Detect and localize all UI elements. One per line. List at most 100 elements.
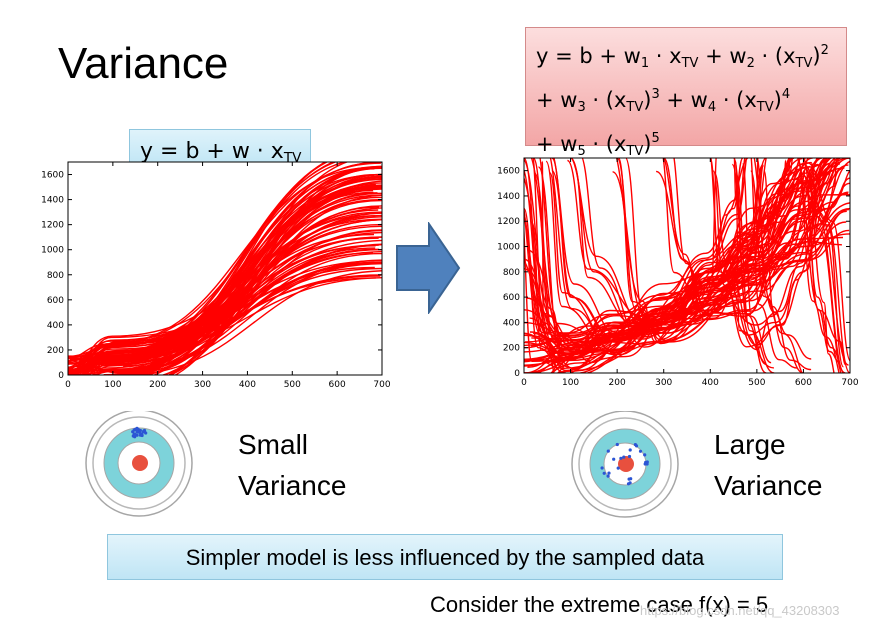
shot-dot xyxy=(622,455,626,459)
series-line xyxy=(712,162,837,351)
series-line xyxy=(129,215,376,374)
plot-frame xyxy=(523,157,851,374)
formula-superscript: 3 xyxy=(651,87,660,102)
series-line xyxy=(624,158,791,345)
formula-subscript: 5 xyxy=(577,144,586,159)
x-tick-label: 600 xyxy=(329,380,346,390)
series-line xyxy=(797,158,847,366)
series-line xyxy=(161,192,378,375)
x-tick-label: 500 xyxy=(284,380,301,390)
extreme-case-note: Consider the extreme case f(x) = 5 xyxy=(430,592,769,617)
formula-text: + w xyxy=(536,132,578,156)
series-line xyxy=(553,158,850,338)
curve-group xyxy=(68,162,382,375)
y-tick-label: 1000 xyxy=(497,243,520,253)
series-line xyxy=(68,175,382,363)
formula-text: y = b + w · x xyxy=(140,139,284,164)
series-line xyxy=(585,236,844,373)
series-line xyxy=(68,229,382,360)
series-line xyxy=(753,158,812,360)
series-line xyxy=(617,158,791,342)
y-tick-label: 1400 xyxy=(497,192,520,202)
series-line xyxy=(68,248,376,373)
formula-line-2: + w3 · (xTV)3 + w4 · (xTV)4 xyxy=(536,79,846,123)
series-line xyxy=(69,259,382,361)
formula-text: ) xyxy=(643,88,652,112)
shot-dot xyxy=(133,433,137,437)
series-line xyxy=(539,158,811,337)
formula-text: + w xyxy=(659,88,708,112)
plot-frame xyxy=(67,161,383,376)
series-line xyxy=(169,162,350,375)
y-tick-label: 1200 xyxy=(41,221,64,231)
formula-superscript: 4 xyxy=(781,87,791,102)
formula-text: + w xyxy=(536,88,578,112)
series-line xyxy=(804,166,835,373)
series-line xyxy=(68,218,382,360)
formula-line-3: + w5 · (xTV)5 xyxy=(536,123,846,167)
formula-text: · (x xyxy=(754,44,796,68)
shot-dot xyxy=(628,481,632,485)
shot-dot xyxy=(616,466,620,470)
large-variance-label: Variance xyxy=(714,470,823,501)
polynomial-model-formula: y = b + w1 · xTV + w2 · (xTV)2 + w3 · (x… xyxy=(525,27,847,159)
series-line xyxy=(79,248,380,375)
shot-dot xyxy=(606,449,610,453)
x-tick-label: 300 xyxy=(194,380,211,390)
watermark: https://blog.csdn.net/qq_43208303 xyxy=(640,603,840,618)
x-tick-label: 200 xyxy=(149,380,166,390)
formula-subscript: 3 xyxy=(577,100,586,115)
y-tick-label: 400 xyxy=(503,318,520,328)
formula-subscript: TV xyxy=(795,56,813,71)
target-icon xyxy=(571,411,679,518)
large-variance-label: Large xyxy=(714,429,786,460)
shot-dot xyxy=(638,449,643,453)
y-tick-label: 1200 xyxy=(497,217,520,227)
small-variance-label: Variance xyxy=(238,470,347,501)
series-line xyxy=(545,160,850,356)
series-line xyxy=(524,158,837,359)
x-tick-label: 400 xyxy=(702,378,719,388)
x-tick-label: 300 xyxy=(655,378,672,388)
formula-subscript: TV xyxy=(681,56,699,71)
series-line xyxy=(550,175,850,373)
target-rings xyxy=(85,411,193,517)
y-tick-label: 1400 xyxy=(41,196,64,206)
series-line xyxy=(710,158,841,326)
x-tick-label: 500 xyxy=(748,378,765,388)
series-line xyxy=(68,188,382,372)
series-line xyxy=(118,270,382,375)
conclusion-banner: Simpler model is less influenced by the … xyxy=(107,534,783,580)
shot-dot xyxy=(602,471,606,475)
series-line xyxy=(524,158,737,343)
x-tick-label: 200 xyxy=(609,378,626,388)
formula-subscript: TV xyxy=(756,100,774,115)
y-tick-label: 1600 xyxy=(497,167,520,177)
series-line xyxy=(531,158,746,347)
formula-text: · (x xyxy=(716,88,757,112)
formula-text: y = b + w xyxy=(536,44,641,68)
formula-text: ) xyxy=(812,44,821,68)
formula-subscript: TV xyxy=(626,144,644,159)
slide-title: Variance xyxy=(58,39,229,88)
shot-dot xyxy=(645,462,649,466)
shot-dot xyxy=(627,454,632,459)
y-tick-label: 0 xyxy=(514,369,520,379)
formula-subscript: TV xyxy=(626,100,644,115)
series-line xyxy=(524,158,748,342)
series-line xyxy=(88,162,335,375)
shot-dot xyxy=(141,430,146,434)
y-tick-label: 200 xyxy=(47,346,64,356)
y-tick-label: 600 xyxy=(503,293,520,303)
formula-line-1: y = b + w1 · xTV + w2 · (xTV)2 xyxy=(536,35,846,79)
y-tick-label: 1600 xyxy=(41,171,64,181)
series-line xyxy=(94,196,382,375)
formula-text: · (x xyxy=(585,88,627,112)
y-tick-label: 800 xyxy=(47,271,64,281)
shot-dot xyxy=(131,430,135,434)
shot-dot xyxy=(135,426,139,430)
shot-dot xyxy=(600,466,604,470)
x-tick-label: 0 xyxy=(65,380,71,390)
x-tick-label: 0 xyxy=(521,378,527,388)
formula-subscript: 1 xyxy=(640,56,650,71)
